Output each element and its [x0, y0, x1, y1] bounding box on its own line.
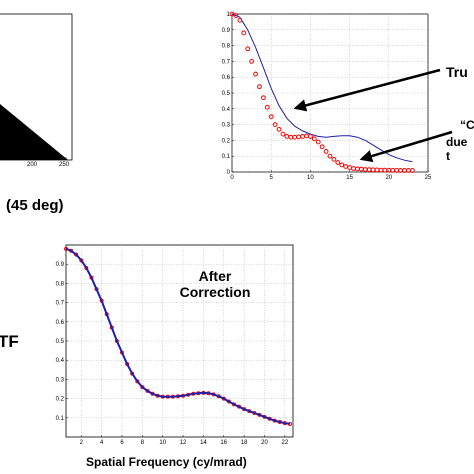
- y-tick-label: 0.7: [222, 59, 231, 65]
- y-tick-label: 0.5: [222, 91, 231, 97]
- measured-point: [257, 84, 262, 90]
- x-tick-label: 18: [241, 440, 248, 446]
- x-tick-label: 22: [282, 440, 289, 446]
- after-correction-title: After Correction: [179, 268, 251, 300]
- x-tick-label: 10: [307, 175, 314, 181]
- side-label-truncated: TF: [0, 332, 19, 351]
- measured-point: [323, 149, 329, 154]
- x-tick-label: 25: [425, 175, 432, 181]
- measured-point: [331, 156, 337, 162]
- measured-point: [280, 131, 286, 137]
- measured-point: [308, 134, 313, 139]
- fit-series-line: [231, 13, 413, 163]
- measured-point: [237, 17, 243, 23]
- annotation-quote-label: “C: [460, 118, 474, 132]
- x-tick-label: 2: [80, 440, 84, 446]
- y-tick-label: 0.2: [56, 397, 65, 403]
- measured-point: [233, 13, 239, 18]
- measured-point: [241, 30, 247, 36]
- x-tick-label: 12: [180, 440, 187, 446]
- y-tick-label: 0.4: [56, 358, 65, 364]
- measured-point: [311, 136, 317, 142]
- x-tick-label: 20: [385, 175, 392, 181]
- y-tick-label: 0.3: [56, 377, 65, 383]
- x-tick-label: 5: [270, 175, 274, 181]
- measured-point: [339, 162, 345, 168]
- x-tick-label: 20: [261, 440, 268, 446]
- y-tick-label: 0.5: [56, 339, 65, 345]
- y-tick-label: 1: [227, 12, 231, 18]
- arrow-to-measured-curve: [359, 130, 453, 163]
- dark-triangle: [0, 104, 68, 160]
- y-tick-label: 0.3: [222, 123, 231, 129]
- x-tick-label: 10: [159, 440, 166, 446]
- measured-point: [245, 46, 251, 52]
- measured-point: [335, 160, 341, 165]
- y-tick-label: 0.6: [222, 75, 231, 81]
- y-tick-label: 0: [227, 170, 231, 176]
- arrow-to-true-curve: [293, 68, 441, 112]
- measured-point: [276, 126, 282, 132]
- measured-point: [272, 122, 278, 127]
- y-tick-label: 0.6: [56, 320, 65, 326]
- x-tick-label: 6: [120, 440, 124, 446]
- measured-point: [319, 144, 325, 150]
- measured-point: [260, 95, 266, 101]
- y-tick-label: 0.2: [222, 138, 231, 144]
- y-tick-label: 0.8: [56, 281, 65, 287]
- y-tick-label: 0.1: [222, 154, 231, 160]
- x-axis-title: Spatial Frequency (cy/mrad): [86, 455, 247, 469]
- edge-angle-caption: (45 deg): [6, 197, 64, 214]
- measured-point: [409, 168, 415, 173]
- x-tick-label: 15: [346, 175, 353, 181]
- x-tick-label: 14: [200, 440, 207, 446]
- edge-tick-label-250: 250: [59, 162, 70, 168]
- x-tick-label: 0: [230, 175, 234, 181]
- annotation-due-label: due t: [446, 135, 468, 163]
- y-tick-label: 0.4: [222, 107, 231, 113]
- measured-point: [315, 139, 321, 145]
- y-tick-label: 0.8: [222, 44, 231, 50]
- x-tick-label: 8: [141, 440, 145, 446]
- measured-point: [268, 114, 274, 120]
- measured-point: [249, 59, 255, 64]
- annotation-true-label: Tru: [446, 64, 468, 80]
- x-tick-label: 16: [220, 440, 227, 446]
- y-tick-label: 0.9: [56, 262, 65, 268]
- measured-point: [253, 71, 258, 77]
- measured-point: [264, 104, 270, 110]
- y-tick-label: 0.1: [56, 416, 65, 422]
- y-tick-label: 0.7: [56, 301, 65, 307]
- edge-tick-label-200: 200: [27, 162, 38, 168]
- fit-series-line: [65, 247, 291, 425]
- y-tick-label: 0.9: [222, 28, 231, 34]
- x-tick-label: 4: [100, 440, 104, 446]
- measured-point: [327, 153, 333, 159]
- measured-point: [229, 11, 235, 17]
